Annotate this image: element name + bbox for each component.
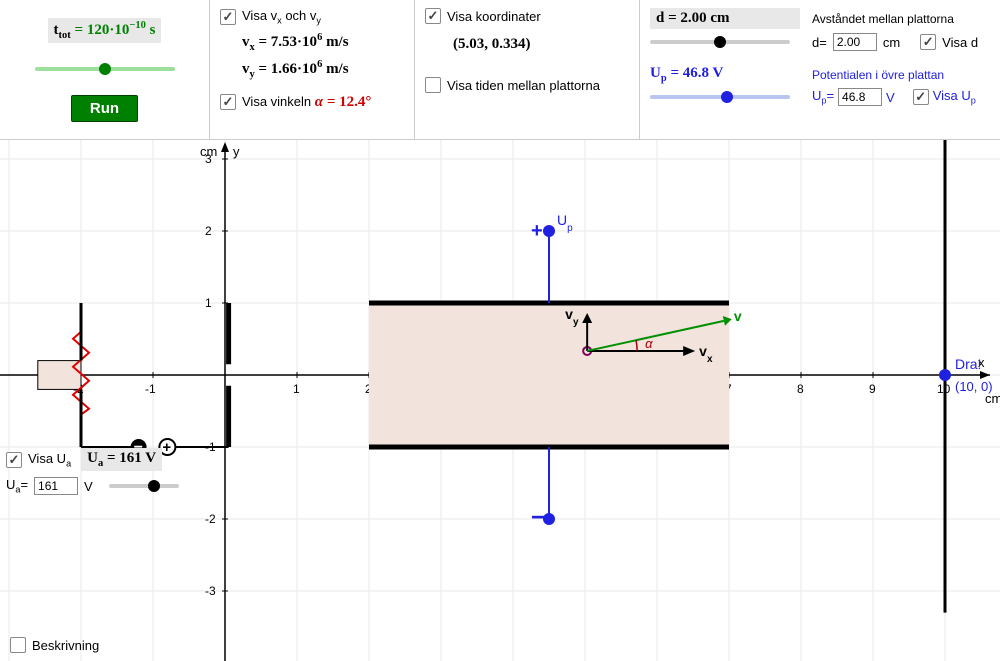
visa-koord-label: Visa koordinater — [447, 9, 541, 24]
t-tot-display: ttot = 120·10−10 s — [48, 18, 162, 43]
left-controls: Visa Ua Ua = 161 V Ua= V — [6, 448, 179, 495]
Up-input[interactable] — [838, 88, 882, 106]
visa-Ua-label: Visa Ua — [28, 451, 71, 469]
svg-text:-3: -3 — [205, 584, 216, 598]
Up-display: Up = 46.8 V — [650, 65, 800, 84]
d-unit: cm — [883, 35, 900, 50]
panel-time: ttot = 120·10−10 s Run — [0, 0, 210, 139]
avstand-label: Avståndet mellan plattorna — [812, 12, 954, 26]
Up-slider[interactable] — [650, 95, 790, 99]
Ua-display: Ua = 161 V — [81, 448, 162, 471]
svg-text:1: 1 — [293, 382, 300, 396]
svg-text:v: v — [734, 308, 742, 324]
visa-Ua-checkbox[interactable] — [6, 452, 22, 468]
visa-vinkeln-checkbox[interactable] — [220, 94, 236, 110]
svg-text:Up: Up — [557, 212, 573, 234]
plot-area: xycmcm-2-11234567891011-3-2-1123+−Upvxvy… — [0, 140, 1000, 661]
svg-text:3: 3 — [205, 152, 212, 166]
coords-display: (5.03, 0.334) — [453, 36, 629, 53]
t-tot-slider[interactable] — [35, 67, 175, 71]
visa-vinkeln-label: Visa vinkeln α = 12.4° — [242, 94, 371, 111]
d-input[interactable] — [833, 33, 877, 51]
svg-text:8: 8 — [797, 382, 804, 396]
visa-d-label: Visa d — [942, 35, 978, 50]
run-button[interactable]: Run — [71, 95, 138, 122]
visa-koord-checkbox[interactable] — [425, 8, 441, 24]
Ua-prefix: Ua= — [6, 477, 28, 495]
svg-text:y: y — [233, 144, 240, 159]
Ua-unit: V — [84, 479, 93, 494]
Ua-input[interactable] — [34, 477, 78, 495]
beskrivning-label: Beskrivning — [32, 638, 99, 653]
d-slider[interactable] — [650, 40, 790, 44]
Ua-slider[interactable] — [109, 484, 179, 488]
visa-tiden-checkbox[interactable] — [425, 77, 441, 93]
visa-d-checkbox[interactable] — [920, 34, 936, 50]
svg-text:Dra!: Dra! — [955, 356, 981, 372]
visa-vxvy-checkbox[interactable] — [220, 9, 236, 25]
visa-Up-label: Visa Up — [933, 88, 976, 106]
plot-svg: xycmcm-2-11234567891011-3-2-1123+−Upvxvy… — [0, 140, 1000, 661]
panel-plates: d = 2.00 cm Avståndet mellan plattorna d… — [640, 0, 1000, 139]
panel-velocity: Visa vx och vy vx = 7.53·106 m/s vy = 1.… — [210, 0, 415, 139]
panel-coords: Visa koordinater (5.03, 0.334) Visa tide… — [415, 0, 640, 139]
Up-prefix: Up= — [812, 88, 834, 106]
vx-formula: vx = 7.53·106 m/s — [242, 32, 404, 53]
svg-text:-1: -1 — [145, 382, 156, 396]
vy-formula: vy = 1.66·106 m/s — [242, 59, 404, 80]
potential-label: Potentialen i övre plattan — [812, 68, 944, 82]
d-prefix: d= — [812, 35, 827, 50]
svg-text:+: + — [531, 220, 543, 242]
svg-text:(10, 0): (10, 0) — [955, 379, 993, 394]
visa-Up-checkbox[interactable] — [913, 89, 929, 105]
d-display: d = 2.00 cm — [650, 8, 800, 29]
svg-text:2: 2 — [205, 224, 212, 238]
svg-text:1: 1 — [205, 296, 212, 310]
svg-text:-2: -2 — [205, 512, 216, 526]
svg-text:9: 9 — [869, 382, 876, 396]
beskrivning-checkbox[interactable] — [10, 637, 26, 653]
svg-text:α: α — [645, 336, 653, 351]
visa-tiden-label: Visa tiden mellan plattorna — [447, 78, 600, 93]
visa-vxvy-label: Visa vx och vy — [242, 8, 321, 26]
svg-text:−: − — [531, 504, 545, 531]
Up-unit: V — [886, 90, 895, 105]
